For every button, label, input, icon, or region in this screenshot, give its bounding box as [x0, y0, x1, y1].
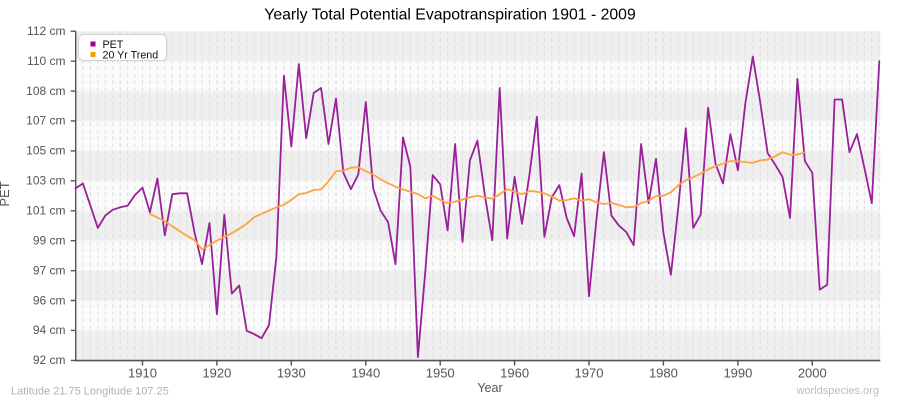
svg-text:110 cm: 110 cm — [27, 54, 65, 68]
svg-text:1930: 1930 — [277, 366, 306, 381]
svg-text:1950: 1950 — [426, 366, 455, 381]
svg-text:worldspecies.org: worldspecies.org — [795, 385, 879, 397]
svg-text:1960: 1960 — [500, 366, 529, 381]
svg-text:PET: PET — [103, 39, 124, 51]
svg-text:112 cm: 112 cm — [27, 24, 65, 38]
svg-text:PET: PET — [0, 181, 12, 206]
svg-text:1940: 1940 — [351, 366, 380, 381]
svg-text:1910: 1910 — [128, 366, 157, 381]
svg-text:1970: 1970 — [575, 366, 604, 381]
svg-text:105 cm: 105 cm — [26, 144, 65, 158]
svg-text:1990: 1990 — [723, 366, 752, 381]
svg-text:1980: 1980 — [649, 366, 678, 381]
svg-text:20 Yr Trend: 20 Yr Trend — [103, 50, 159, 62]
svg-text:103 cm: 103 cm — [26, 174, 65, 188]
svg-text:2000: 2000 — [798, 366, 827, 381]
svg-text:Year: Year — [477, 381, 502, 395]
svg-text:108 cm: 108 cm — [26, 84, 65, 98]
svg-text:96 cm: 96 cm — [33, 293, 66, 307]
svg-text:94 cm: 94 cm — [33, 323, 66, 337]
svg-text:1920: 1920 — [202, 366, 231, 381]
svg-text:Latitude 21.75 Longitude 107.2: Latitude 21.75 Longitude 107.25 — [11, 386, 169, 398]
svg-text:99 cm: 99 cm — [33, 234, 66, 248]
svg-text:101 cm: 101 cm — [26, 204, 65, 218]
svg-text:107 cm: 107 cm — [26, 114, 65, 128]
svg-text:Yearly Total Potential Evapotr: Yearly Total Potential Evapotranspiratio… — [264, 7, 636, 24]
svg-text:92 cm: 92 cm — [33, 353, 66, 367]
svg-text:97 cm: 97 cm — [33, 264, 66, 278]
